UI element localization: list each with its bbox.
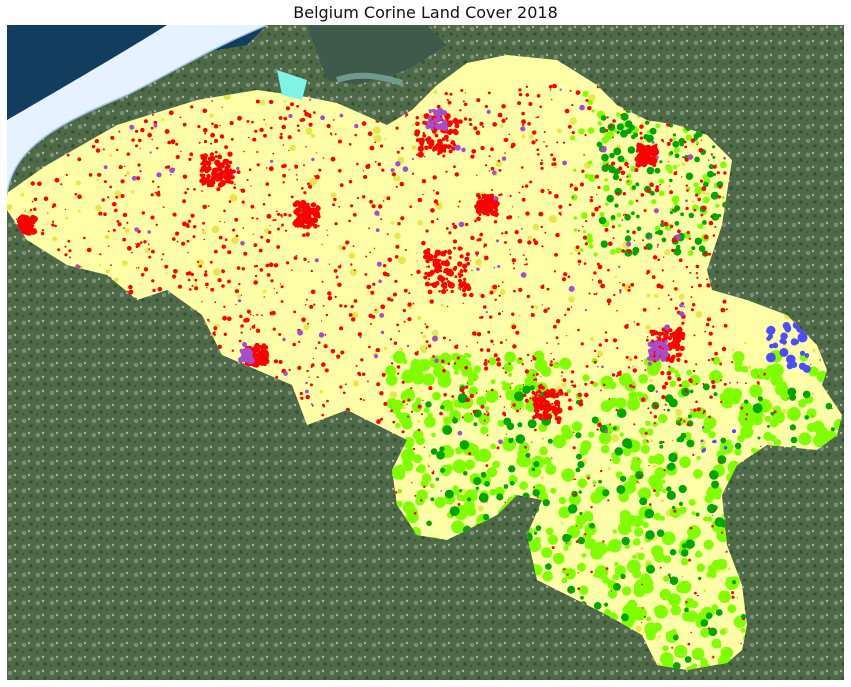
estuary-channel — [336, 72, 403, 86]
coastal-wetland — [277, 70, 307, 100]
open-sea — [7, 25, 167, 120]
map-title: Belgium Corine Land Cover 2018 — [293, 3, 558, 22]
map-frame[interactable] — [7, 25, 844, 680]
scheldt-estuary — [307, 25, 447, 85]
land-cover-map[interactable] — [7, 25, 844, 680]
coastline — [7, 25, 268, 196]
